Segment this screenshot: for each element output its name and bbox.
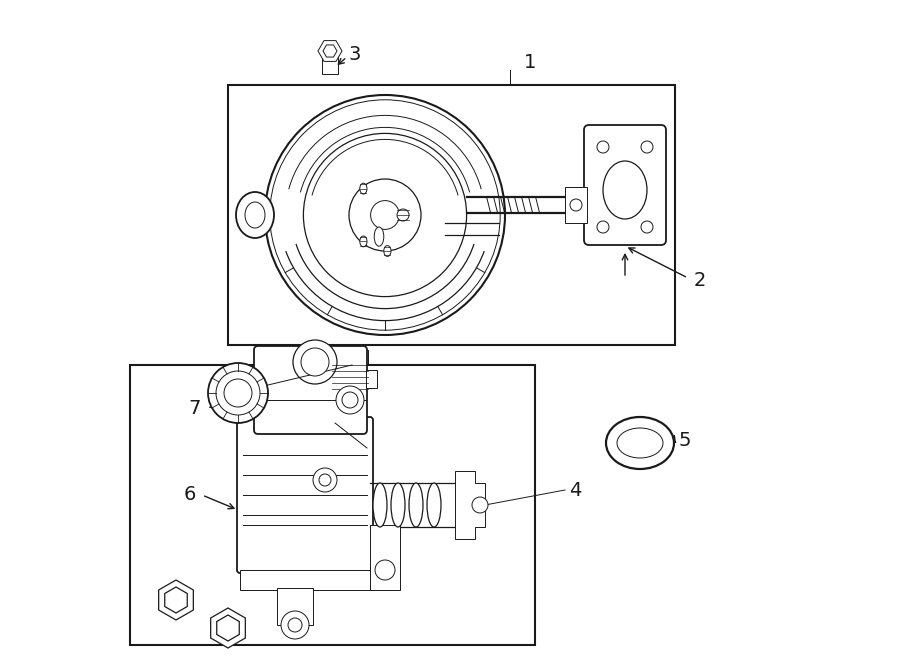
- Circle shape: [224, 379, 252, 407]
- Circle shape: [313, 468, 337, 492]
- Circle shape: [265, 95, 505, 335]
- Circle shape: [216, 371, 260, 415]
- Ellipse shape: [245, 202, 265, 228]
- Circle shape: [597, 221, 609, 233]
- Polygon shape: [240, 570, 390, 590]
- Ellipse shape: [374, 227, 383, 246]
- Circle shape: [319, 474, 331, 486]
- Polygon shape: [322, 57, 338, 74]
- Circle shape: [342, 392, 358, 408]
- Text: 3: 3: [349, 46, 361, 65]
- Circle shape: [641, 221, 653, 233]
- Polygon shape: [565, 187, 587, 223]
- Text: 1: 1: [524, 52, 536, 71]
- Polygon shape: [366, 370, 377, 388]
- Polygon shape: [277, 588, 313, 625]
- Circle shape: [270, 100, 500, 330]
- Text: 6: 6: [184, 485, 196, 504]
- Circle shape: [597, 141, 609, 153]
- Polygon shape: [370, 525, 400, 590]
- Ellipse shape: [391, 483, 405, 527]
- FancyBboxPatch shape: [237, 417, 373, 573]
- Ellipse shape: [236, 192, 274, 238]
- Circle shape: [281, 611, 309, 639]
- Text: 7: 7: [189, 399, 202, 418]
- Circle shape: [397, 209, 409, 221]
- Ellipse shape: [617, 428, 663, 458]
- Circle shape: [336, 386, 364, 414]
- Ellipse shape: [360, 183, 367, 194]
- Circle shape: [349, 179, 421, 251]
- Ellipse shape: [360, 236, 367, 247]
- Text: 2: 2: [694, 270, 706, 290]
- Polygon shape: [332, 350, 368, 400]
- Ellipse shape: [409, 483, 423, 527]
- FancyBboxPatch shape: [584, 125, 666, 245]
- FancyBboxPatch shape: [254, 346, 367, 434]
- Text: 4: 4: [569, 481, 581, 500]
- Circle shape: [301, 348, 329, 376]
- Circle shape: [303, 134, 466, 297]
- Ellipse shape: [606, 417, 674, 469]
- Circle shape: [208, 363, 268, 423]
- Ellipse shape: [427, 483, 441, 527]
- Ellipse shape: [383, 246, 391, 256]
- Circle shape: [375, 560, 395, 580]
- Ellipse shape: [603, 161, 647, 219]
- Circle shape: [472, 497, 488, 513]
- Circle shape: [570, 199, 582, 211]
- Text: 5: 5: [679, 430, 691, 449]
- Polygon shape: [228, 85, 675, 345]
- Polygon shape: [455, 471, 485, 539]
- Circle shape: [371, 200, 400, 229]
- Polygon shape: [130, 365, 535, 645]
- Circle shape: [288, 618, 302, 632]
- Ellipse shape: [373, 483, 387, 527]
- Circle shape: [293, 340, 337, 384]
- Circle shape: [641, 141, 653, 153]
